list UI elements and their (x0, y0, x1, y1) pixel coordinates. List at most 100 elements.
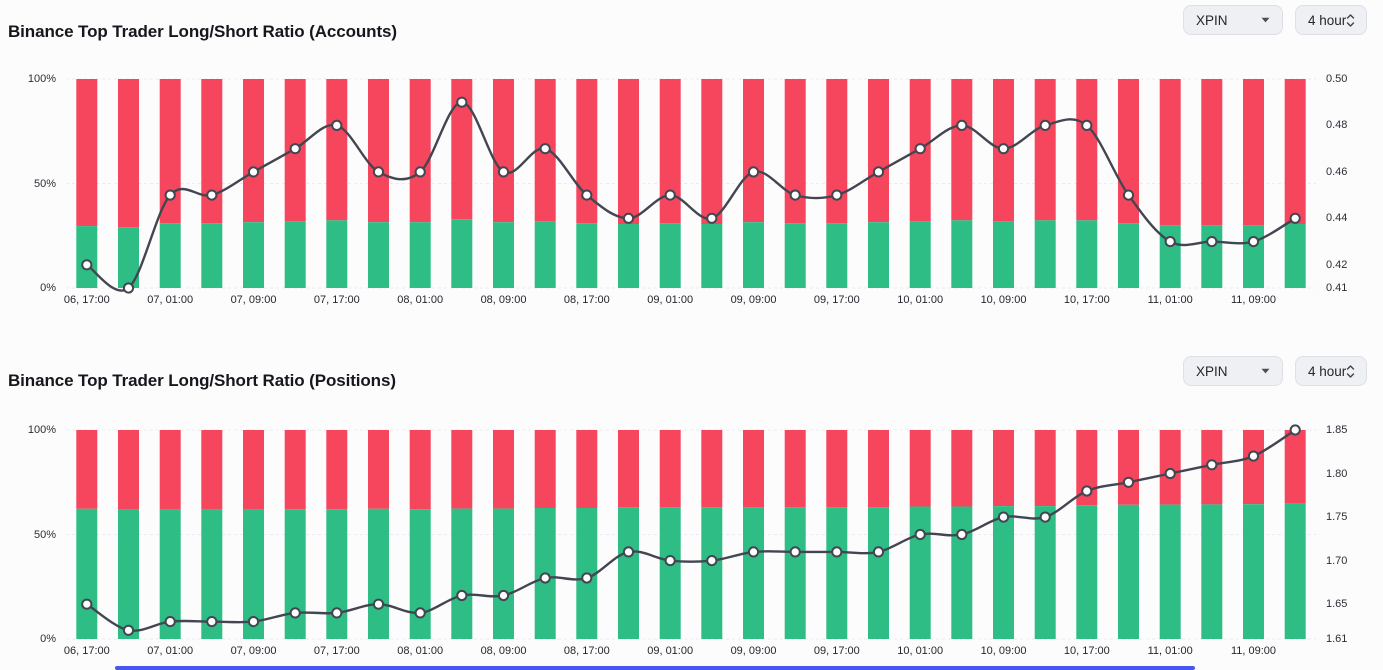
x-axis-tick: 11, 01:00 (1147, 294, 1193, 306)
long-bar (243, 222, 264, 288)
short-bar (618, 79, 639, 224)
x-axis-tick: 07, 01:00 (147, 294, 194, 306)
right-axis-tick: 0.41 (1326, 282, 1348, 294)
data-point (622, 212, 635, 224)
long-bar (701, 507, 723, 639)
bottom-scrollbar[interactable] (115, 666, 1195, 670)
interval-select[interactable]: 4 hour (1295, 356, 1367, 386)
interval-select[interactable]: 4 hour (1295, 5, 1367, 35)
x-axis-tick: 11, 09:00 (1230, 294, 1277, 306)
short-bar (951, 79, 973, 221)
data-point (1164, 467, 1176, 480)
x-axis-tick: 07, 09:00 (230, 294, 277, 306)
data-point (956, 119, 968, 132)
accounts-chart-plot[interactable] (66, 78, 1316, 294)
data-point (331, 607, 343, 619)
data-point (747, 546, 760, 558)
long-bar (1243, 504, 1264, 639)
data-point (1122, 476, 1135, 488)
data-point (747, 166, 760, 178)
data-point (1081, 119, 1093, 132)
short-bar (701, 430, 723, 508)
short-bar (1118, 79, 1139, 224)
data-point (872, 546, 885, 558)
x-axis-tick: 09, 01:00 (647, 645, 694, 657)
short-bar (451, 79, 473, 220)
data-point (122, 624, 135, 636)
data-point (956, 528, 968, 541)
data-point (247, 166, 260, 178)
data-point (706, 212, 718, 224)
data-point (247, 616, 260, 628)
long-bar (1201, 504, 1223, 639)
data-point (164, 616, 176, 628)
long-bar (993, 221, 1014, 288)
data-point (914, 143, 926, 155)
short-bar (159, 79, 181, 224)
short-bar (451, 430, 473, 509)
long-bar (451, 508, 473, 639)
data-point (664, 189, 676, 201)
short-bar (784, 430, 806, 508)
short-bar (243, 430, 264, 510)
long-bar (76, 226, 98, 288)
accounts-chart-title: Binance Top Trader Long/Short Ratio (Acc… (8, 22, 397, 42)
x-axis-tick: 09, 01:00 (647, 294, 694, 306)
short-bar (1243, 79, 1264, 226)
long-bar (909, 506, 931, 639)
short-bar (1201, 79, 1223, 226)
data-point (456, 96, 468, 108)
x-axis-tick: 10, 01:00 (897, 294, 944, 306)
long-bar (951, 220, 973, 288)
symbol-select[interactable]: XPIN (1183, 356, 1283, 386)
long-bar (1076, 505, 1098, 639)
short-bar (868, 430, 889, 508)
data-point (872, 166, 885, 178)
short-bar (659, 79, 681, 224)
long-bar (1159, 504, 1181, 639)
data-point (289, 607, 301, 619)
long-bar (326, 509, 348, 639)
caret-down-icon (1261, 368, 1270, 374)
long-bar (409, 509, 431, 639)
short-bar (409, 430, 431, 510)
short-bar (826, 430, 848, 508)
short-bar (618, 430, 639, 508)
long-bar (159, 223, 181, 288)
positions-chart-plot[interactable] (66, 424, 1316, 640)
data-point (81, 598, 93, 610)
long-bar (784, 223, 806, 288)
long-bar (1284, 503, 1306, 639)
ratio-line-points (81, 96, 1301, 294)
short-bar (743, 430, 764, 508)
short-bar (243, 79, 264, 223)
short-bar (743, 79, 764, 223)
x-axis-tick: 06, 17:00 (63, 294, 110, 306)
short-bar (409, 79, 431, 223)
stacked-bars (76, 79, 1306, 288)
x-axis-tick: 10, 09:00 (980, 294, 1027, 306)
long-bar (284, 221, 306, 288)
data-point (831, 546, 843, 558)
short-bar (76, 430, 98, 509)
data-point (1247, 450, 1260, 462)
long-bar (76, 508, 98, 639)
long-bar (409, 222, 431, 288)
right-axis-tick: 1.61 (1326, 633, 1348, 645)
data-point (1206, 236, 1218, 248)
short-bar (118, 430, 139, 510)
interval-select-value: 4 hour (1308, 12, 1347, 28)
long-bar (368, 222, 389, 288)
short-bar (368, 430, 389, 509)
right-axis-tick: 1.80 (1326, 467, 1348, 480)
short-bar (1284, 79, 1306, 224)
data-point (706, 555, 718, 567)
data-point (206, 616, 218, 628)
positions-chart-title: Binance Top Trader Long/Short Ratio (Pos… (8, 371, 396, 391)
data-point (831, 189, 843, 201)
ratio-line (86, 100, 1296, 292)
symbol-select[interactable]: XPIN (1183, 5, 1283, 35)
x-axis-tick: 09, 09:00 (730, 294, 777, 306)
data-point (789, 189, 801, 201)
data-point (372, 166, 385, 178)
